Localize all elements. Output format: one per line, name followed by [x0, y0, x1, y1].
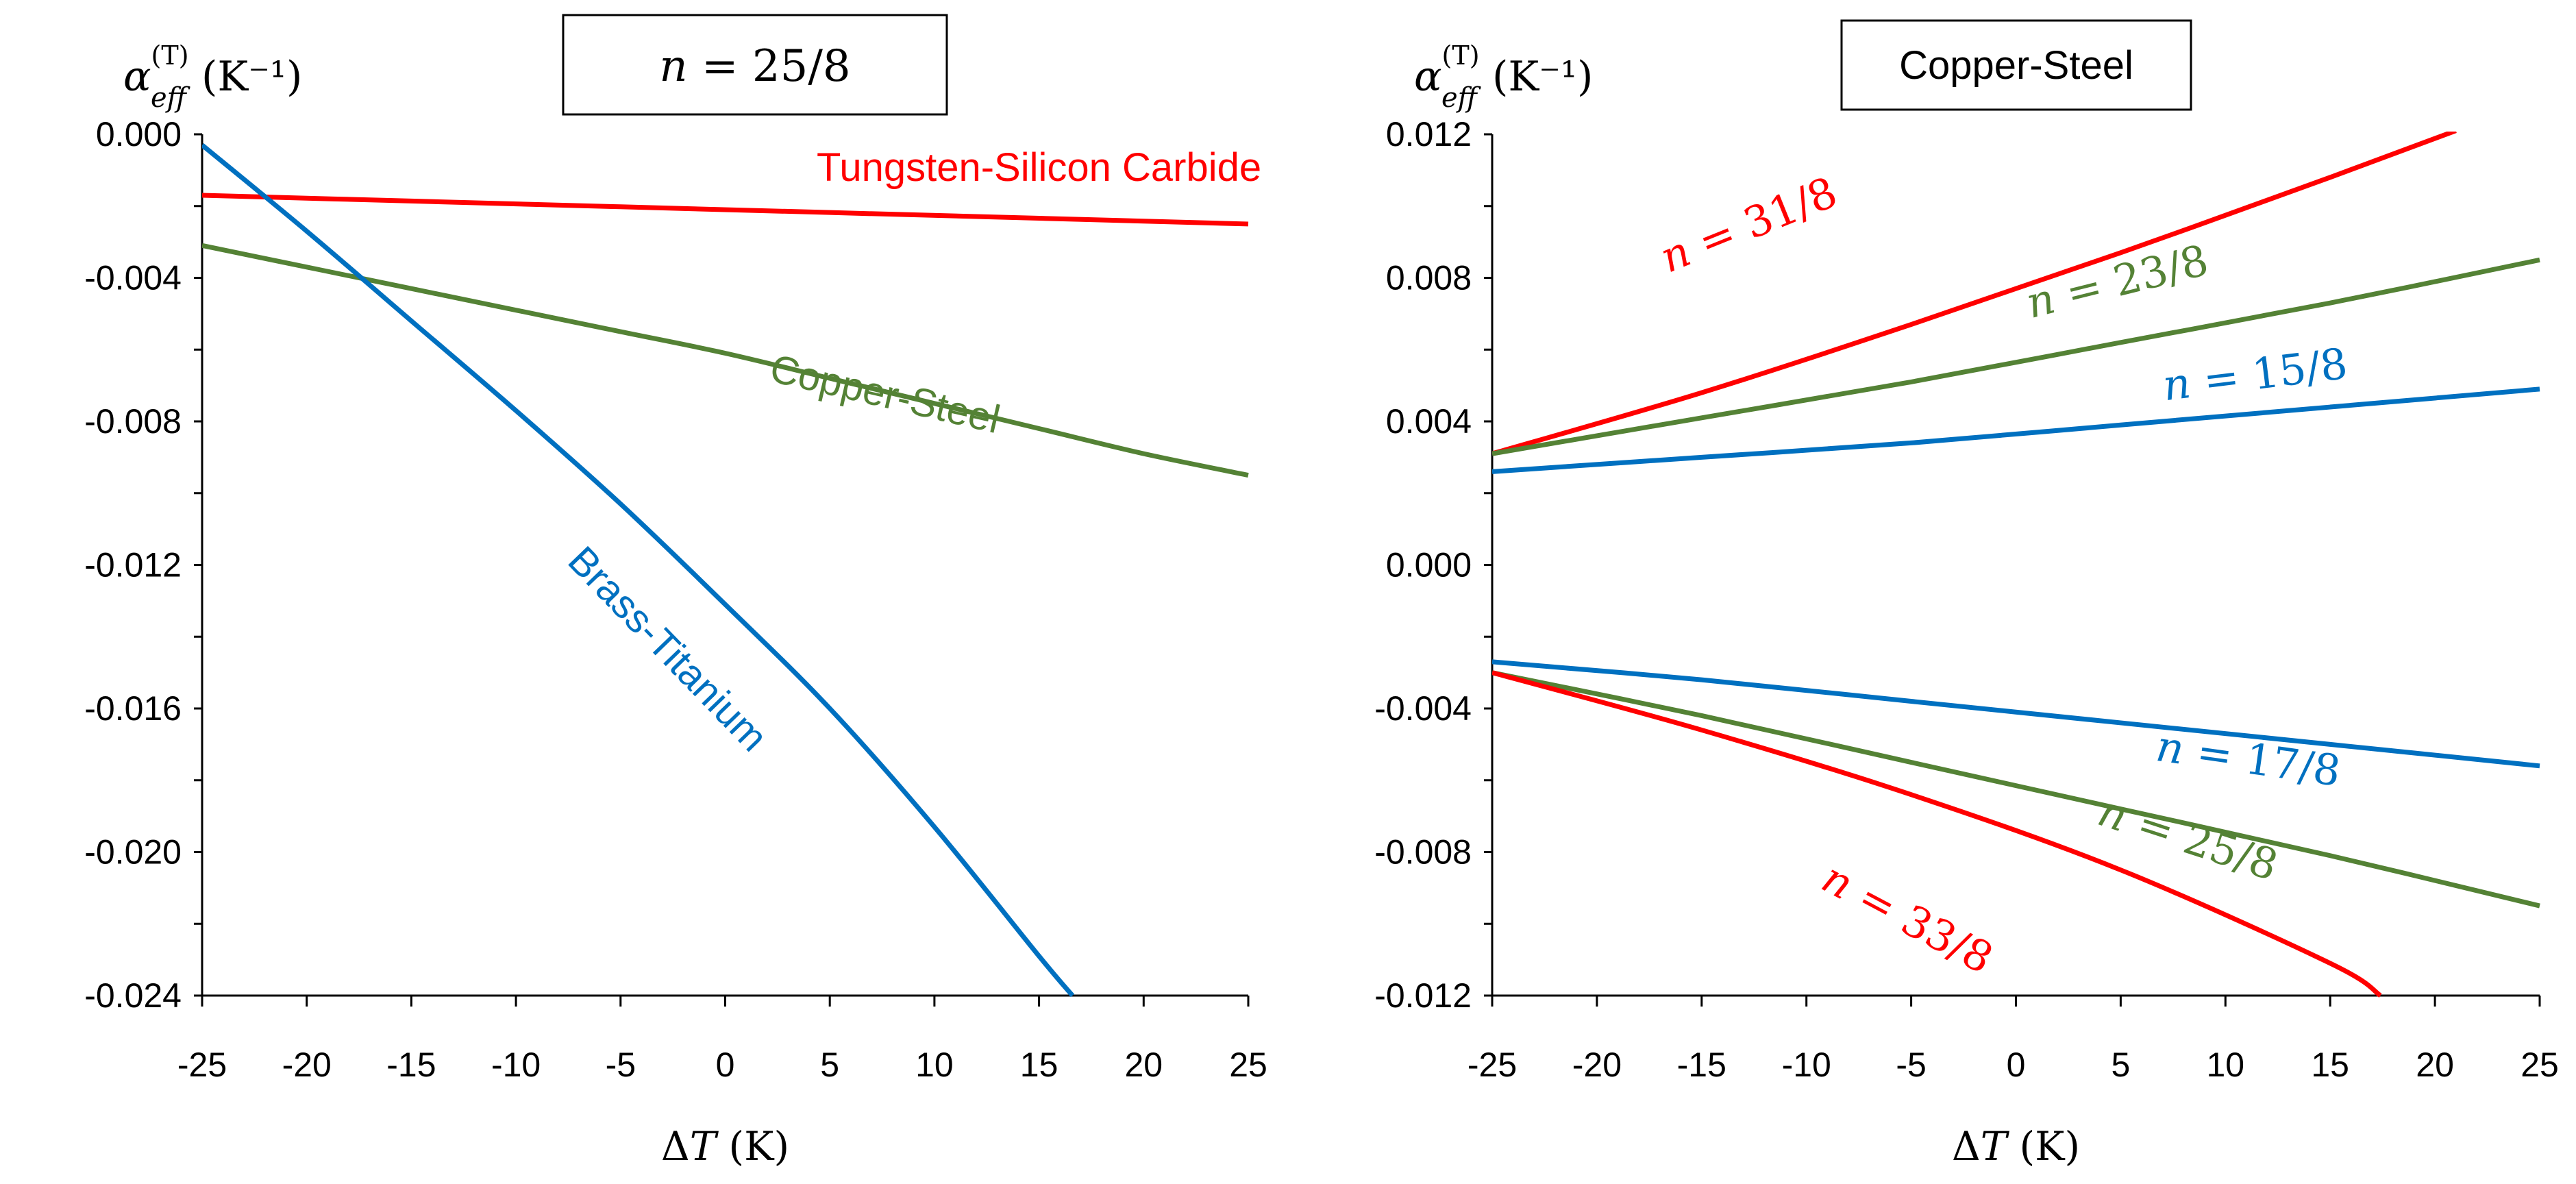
y-tick-label: -0.016 — [84, 689, 182, 728]
y-tick-label: 0.000 — [1386, 546, 1472, 584]
annotation-copper-steel: Copper-Steel — [766, 346, 1004, 442]
x-tick-label: 5 — [820, 1046, 839, 1084]
y-tick-label: -0.012 — [84, 546, 182, 584]
y-tick-label: -0.008 — [1374, 833, 1472, 872]
annotation-n-33-8: n = 33/8 — [1814, 852, 2001, 983]
series-line-n-23-8 — [1492, 257, 2540, 456]
y-tick-label: -0.004 — [84, 259, 182, 297]
y-tick-label: -0.008 — [84, 402, 182, 441]
title-var: n — [659, 41, 687, 92]
x-tick-label: 25 — [1229, 1046, 1267, 1084]
x-label-unit: (K) — [728, 1123, 789, 1170]
x-axis-label: ΔT (K) — [1952, 1123, 2080, 1170]
y-axis-label: α(T) eff (K⁻¹) — [1414, 40, 1593, 114]
title-box — [562, 14, 948, 116]
annotation-n-23-8: n = 23/8 — [2021, 235, 2213, 328]
y-tick-label: -0.012 — [1374, 976, 1472, 1015]
annotation-rest: = 31/8 — [1679, 166, 1844, 272]
x-label-prefix: Δ — [661, 1123, 690, 1170]
x-tick-label: -5 — [1896, 1046, 1926, 1084]
chart-title: n = 25/8 — [659, 41, 850, 92]
y-tick-label: -0.024 — [84, 976, 182, 1015]
x-label-unit: (K) — [2019, 1123, 2080, 1170]
y-tick-label: 0.000 — [96, 115, 182, 153]
x-tick-label: 10 — [915, 1046, 954, 1084]
series-line-tungsten-silicon-carbide — [202, 193, 1249, 227]
annotation-var: n — [2160, 358, 2194, 410]
annotation-n-15-8: n = 15/8 — [2160, 338, 2350, 410]
x-tick-label: 15 — [2311, 1046, 2349, 1084]
x-axis-label: ΔT (K) — [661, 1123, 789, 1170]
x-tick-label: -25 — [177, 1046, 227, 1084]
y-label-base: α — [1414, 53, 1442, 101]
annotation-rest: = 15/8 — [2187, 338, 2350, 408]
annotation-brass-titanium: Brass-Titanium — [560, 538, 776, 760]
chart-title: Copper-Steel — [1899, 43, 2133, 88]
x-tick-label: -15 — [1677, 1046, 1726, 1084]
x-tick-label: 0 — [2007, 1046, 2026, 1084]
x-label-var: T — [1981, 1123, 2010, 1170]
x-tick-label: -10 — [1782, 1046, 1831, 1084]
x-tick-label: 0 — [716, 1046, 735, 1084]
y-tick-label: 0.012 — [1386, 115, 1472, 153]
y-label-base: α — [123, 53, 151, 101]
y-tick-label: -0.004 — [1374, 689, 1472, 728]
series-line-n-31-8 — [1492, 132, 2457, 456]
x-tick-label: -10 — [491, 1046, 541, 1084]
x-tick-label: -25 — [1467, 1046, 1517, 1084]
x-tick-label: 20 — [2416, 1046, 2454, 1084]
x-tick-label: -5 — [606, 1046, 636, 1084]
y-tick-label: 0.004 — [1386, 402, 1472, 441]
y-label-sub: eff — [1441, 82, 1482, 114]
chart-right: 0.012 0.008 0.004 0.000 -0.004 -0.008 -0.012 -2… — [1374, 19, 2559, 1170]
x-label-var: T — [690, 1123, 719, 1170]
y-label-unit: (K⁻¹) — [1492, 53, 1593, 101]
y-axis-label: α(T) eff (K⁻¹) — [123, 40, 302, 114]
y-label-sup: (T) — [1442, 40, 1480, 71]
annotation-rest: = 17/8 — [2180, 725, 2344, 796]
x-tick-label: 25 — [2521, 1046, 2559, 1084]
x-tick-label: 15 — [1020, 1046, 1058, 1084]
series-line-n-33-8 — [1492, 670, 2382, 998]
title-rest: = 25/8 — [688, 41, 851, 92]
x-tick-label: 20 — [1124, 1046, 1163, 1084]
y-label-sub: eff — [151, 82, 191, 114]
x-tick-label: -15 — [386, 1046, 436, 1084]
series-line-brass-titanium — [202, 143, 1075, 998]
annotation-n-31-8: n = 31/8 — [1653, 166, 1844, 282]
chart-left: 0.000 -0.004 -0.008 -0.012 -0.016 -0.020 -0.02… — [84, 14, 1267, 1170]
title-box — [1840, 19, 2192, 111]
annotation-rest: = 33/8 — [1838, 865, 2001, 984]
x-tick-label: 5 — [2111, 1046, 2130, 1084]
x-label-prefix: Δ — [1952, 1123, 1981, 1170]
annotation-n-17-8: n = 17/8 — [2153, 721, 2344, 796]
series-line-n-17-8 — [1492, 659, 2540, 769]
series-line-copper-steel — [202, 243, 1249, 478]
annotation-n-25-8: n = 25/8 — [2092, 786, 2284, 891]
series-line-n-15-8 — [1492, 386, 2540, 474]
annotation-tungsten-silicon-carbide: Tungsten-Silicon Carbide — [817, 145, 1261, 190]
y-tick-label: -0.020 — [84, 833, 182, 872]
annotation-rest: = 25/8 — [2118, 794, 2284, 891]
y-label-sup: (T) — [151, 40, 189, 71]
series-line-n-25-8 — [1492, 670, 2540, 909]
x-tick-label: -20 — [1572, 1046, 1622, 1084]
x-tick-label: 10 — [2206, 1046, 2244, 1084]
y-label-unit: (K⁻¹) — [201, 53, 302, 101]
x-tick-label: -20 — [282, 1046, 332, 1084]
y-tick-label: 0.008 — [1386, 259, 1472, 297]
